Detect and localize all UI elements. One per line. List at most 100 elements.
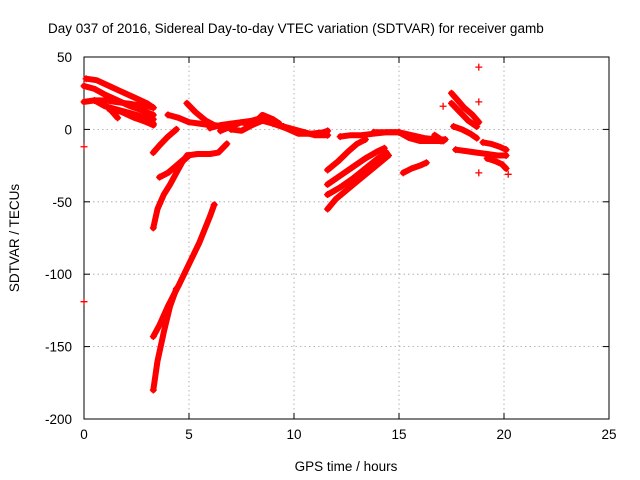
data-track-line: [280, 123, 331, 139]
data-point: [183, 99, 191, 107]
data-track-line: [150, 285, 180, 393]
data-track-line: [324, 136, 369, 173]
data-track-line: [484, 155, 510, 172]
data-point: [336, 133, 344, 141]
data-point: [149, 224, 157, 232]
data-track-line: [448, 100, 480, 130]
data-point: [210, 201, 218, 209]
data-track-line: [108, 107, 121, 121]
data-point: [439, 137, 447, 145]
data-point: [475, 63, 483, 71]
data-point: [370, 128, 378, 136]
x-axis-label: GPS time / hours: [295, 459, 398, 474]
data-point: [450, 123, 458, 131]
data-track-line: [450, 123, 480, 142]
data-point: [431, 131, 439, 139]
grid: [84, 57, 609, 419]
data-point: [149, 104, 157, 112]
data-track-line: [150, 201, 218, 340]
data-point: [217, 127, 224, 135]
data-point: [399, 169, 407, 177]
y-tick-label: -50: [52, 195, 72, 210]
data-track: [183, 140, 231, 159]
data-point: [473, 134, 481, 142]
x-tick-labels: 0 5 10 15 20 25: [80, 427, 616, 442]
data-track-line: [431, 132, 447, 144]
data-track: [133, 114, 157, 129]
data-point: [483, 154, 491, 162]
data-point: [80, 143, 88, 151]
data-point: [324, 131, 332, 139]
data-point: [448, 89, 455, 97]
x-tick-label: 0: [80, 427, 88, 442]
data-point: [475, 98, 483, 106]
data-track: [324, 144, 388, 188]
data-point: [395, 128, 403, 136]
data-point: [280, 123, 287, 131]
data-point: [269, 120, 277, 128]
data-point: [172, 285, 180, 293]
data-track-line: [452, 146, 510, 159]
data-track: [280, 123, 332, 139]
x-tick-label: 25: [601, 427, 616, 442]
data-point: [149, 386, 157, 394]
data-point: [156, 173, 164, 181]
data-track: [149, 125, 180, 157]
data-point: [80, 98, 88, 106]
data-track: [149, 151, 193, 232]
data-point: [149, 149, 157, 157]
data-point: [324, 205, 332, 213]
data-point: [448, 99, 455, 107]
data-point: [502, 164, 510, 172]
data-point: [223, 140, 231, 148]
data-point: [80, 82, 88, 90]
data-track: [479, 138, 510, 154]
x-tick-label: 5: [185, 427, 193, 442]
data-track-line: [133, 114, 157, 129]
x-tick-label: 10: [286, 427, 301, 442]
y-tick-label: 0: [64, 122, 72, 137]
data-track-line: [324, 145, 388, 188]
data-series: [80, 63, 512, 394]
data-point: [107, 107, 115, 115]
data-track: [450, 123, 481, 142]
data-point: [91, 96, 98, 104]
data-track: [448, 99, 481, 131]
data-track: [399, 159, 430, 177]
data-point: [82, 75, 90, 83]
data-point: [149, 332, 157, 340]
y-tick-label: -200: [45, 412, 72, 427]
data-track: [452, 146, 510, 159]
data-track: [107, 107, 122, 122]
data-track: [483, 154, 510, 172]
data-track-line: [324, 149, 390, 198]
data-track-line: [448, 90, 482, 126]
data-track-line: [400, 159, 430, 176]
y-tick-label: 50: [57, 50, 72, 65]
data-point: [114, 114, 122, 122]
data-track: [324, 151, 392, 213]
data-point: [475, 169, 483, 177]
data-track-line: [324, 152, 392, 212]
data-point: [133, 114, 140, 122]
data-point: [206, 124, 214, 132]
plot-frame: [83, 56, 610, 420]
data-track: [149, 285, 180, 394]
data-point: [227, 125, 235, 133]
data-point: [479, 138, 487, 146]
data-point: [504, 170, 512, 178]
data-point: [324, 180, 332, 188]
chart-title: Day 037 of 2016, Sidereal Day-to-day VTE…: [48, 21, 544, 36]
data-point: [80, 298, 88, 306]
data-track: [324, 149, 390, 199]
data-track: [431, 131, 447, 145]
data-track-line: [480, 139, 510, 153]
data-track-line: [183, 140, 230, 159]
y-tick-label: -150: [45, 340, 72, 355]
y-tick-label: -100: [45, 267, 72, 282]
y-tick-labels: 50 0 -50 -100 -150 -200: [45, 50, 72, 427]
data-point: [439, 102, 447, 110]
data-point: [324, 191, 332, 199]
data-point: [164, 111, 172, 119]
